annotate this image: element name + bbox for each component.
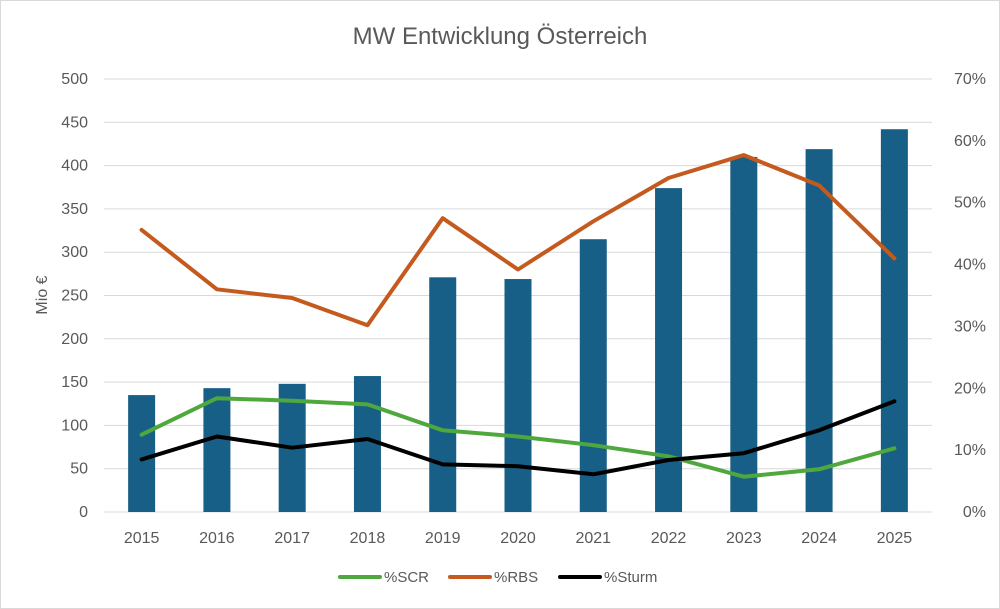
bar: [730, 156, 758, 512]
y2-tick-label: 70%: [954, 71, 986, 88]
y-tick-label: 100: [61, 417, 88, 434]
x-ticks-layer: 2015 2016 2017 2018 2019 2020 2021 2022 2023 2024…: [124, 530, 912, 547]
series-line: [139, 396, 897, 479]
x-tick-label: 2025: [877, 530, 913, 547]
legend-label: %SCR: [384, 569, 429, 586]
y-tick-label: 400: [61, 158, 88, 175]
legend-label: %Sturm: [604, 569, 657, 586]
y-tick-label: 350: [61, 201, 88, 218]
legend-item: %Sturm: [558, 569, 657, 586]
y-ticks-layer: 0 50 100 150 200 250 300 350 400 450 500: [61, 71, 88, 521]
y2-tick-label: 10%: [954, 442, 986, 459]
x-tick-label: 2023: [726, 530, 762, 547]
bar: [579, 239, 607, 512]
x-tick-label: 2015: [124, 530, 160, 547]
y2-tick-label: 60%: [954, 133, 986, 150]
y-tick-label: 200: [61, 331, 88, 348]
y-tick-label: 50: [70, 461, 88, 478]
lines-layer: [139, 153, 897, 479]
x-tick-label: 2021: [575, 530, 611, 547]
y2-ticks-layer: 0% 10% 20% 30% 40% 50% 60% 70%: [954, 71, 986, 521]
x-tick-label: 2017: [274, 530, 310, 547]
legend: %SCR %RBS %Sturm: [338, 569, 657, 586]
bar: [203, 388, 231, 512]
y-tick-label: 450: [61, 114, 88, 131]
bar: [429, 277, 457, 512]
chart-title: MW Entwicklung Österreich: [353, 23, 648, 50]
y2-tick-label: 0%: [963, 504, 986, 521]
y2-tick-label: 40%: [954, 257, 986, 274]
legend-item: %RBS: [448, 569, 538, 586]
x-tick-label: 2020: [500, 530, 536, 547]
x-tick-label: 2018: [350, 530, 386, 547]
x-tick-label: 2019: [425, 530, 461, 547]
bar: [880, 129, 908, 512]
x-tick-label: 2024: [801, 530, 837, 547]
y-tick-label: 300: [61, 244, 88, 261]
y-tick-label: 150: [61, 374, 88, 391]
bar: [128, 395, 156, 512]
y-tick-label: 0: [79, 504, 88, 521]
legend-item: %SCR: [338, 569, 429, 586]
y2-tick-label: 30%: [954, 318, 986, 335]
bar: [805, 149, 833, 512]
x-tick-label: 2022: [651, 530, 687, 547]
y-tick-label: 500: [61, 71, 88, 88]
y2-tick-label: 50%: [954, 195, 986, 212]
y-tick-label: 250: [61, 288, 88, 305]
series-line: [139, 153, 897, 328]
series-line: [139, 399, 897, 477]
bars-layer: [128, 129, 908, 512]
x-tick-label: 2016: [199, 530, 235, 547]
y2-tick-label: 20%: [954, 380, 986, 397]
legend-label: %RBS: [494, 569, 538, 586]
y-axis-label: Mio €: [34, 275, 51, 314]
bar: [504, 279, 532, 512]
